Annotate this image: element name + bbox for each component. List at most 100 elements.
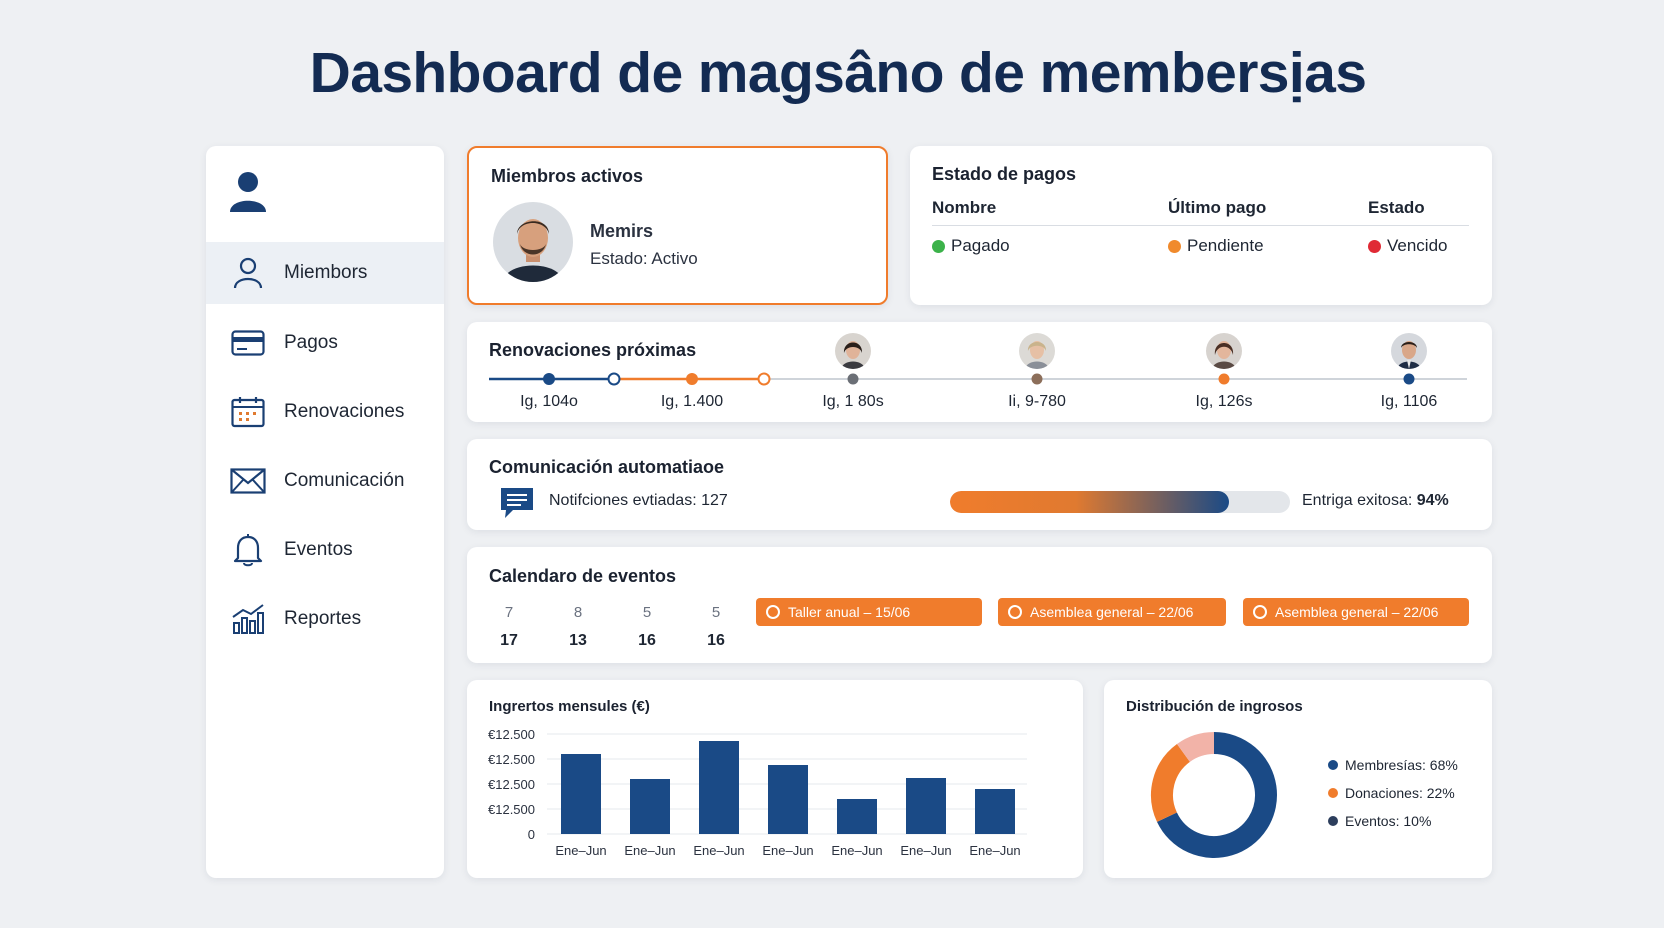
renewal-label: Ig, 1106 (1380, 393, 1438, 410)
sidebar-item-label: Miembors (284, 262, 368, 283)
delivery-progress-bar (950, 491, 1290, 513)
renewals-card: Renovaciones próximas Ig, 104o Ig, 1.400… (467, 322, 1492, 422)
communication-title: Comunicación automatiaoe (489, 457, 725, 477)
sidebar-item-miembros[interactable]: Miembors (206, 242, 444, 304)
x-tick-label: Ene–Jun (555, 843, 606, 858)
timeline-dot (1403, 373, 1415, 385)
income-chart-title: Ingrertos mensules (€) (489, 698, 650, 715)
renewal-label: Ig, 126s (1195, 393, 1253, 410)
payment-status-title: Estado de pagos (932, 164, 1077, 184)
calendar-date[interactable]: 17 (500, 632, 518, 649)
timeline-dot (757, 372, 771, 386)
sidebar-item-comunicacion[interactable]: Comunicación (206, 450, 444, 512)
progress-fill (950, 491, 1229, 513)
legend-item: Membresías: 68% (1328, 757, 1458, 773)
avatar[interactable] (1019, 333, 1055, 369)
envelope-icon (230, 463, 266, 499)
legend-label: Membresías: 68% (1345, 757, 1458, 773)
status-badge-paid: Pagado (932, 236, 1010, 256)
calendar-title: Calendaro de eventos (489, 566, 677, 586)
bar (975, 789, 1015, 834)
active-members-card: Miembros activos Memirs Estado: Activo (467, 146, 888, 305)
bar (837, 799, 877, 834)
y-tick-label: €12.500 (488, 802, 535, 817)
renewals-timeline (489, 372, 1467, 386)
calendar-date[interactable]: 16 (638, 632, 656, 649)
sidebar-item-label: Comunicación (284, 470, 405, 491)
avatar[interactable] (1391, 333, 1427, 369)
timeline-dot (1218, 373, 1230, 385)
event-pill[interactable]: Asemblea general – 22/06 (998, 598, 1226, 626)
clock-icon (1253, 605, 1267, 619)
sidebar-item-label: Reportes (284, 608, 362, 629)
sidebar-item-pagos[interactable]: Pagos (206, 312, 444, 374)
member-name: Memirs (590, 221, 654, 241)
avatar[interactable] (1206, 333, 1242, 369)
status-dot-icon (1368, 239, 1381, 253)
column-header-ultimo-pago: Último pago (1168, 198, 1267, 217)
bar (906, 778, 946, 834)
clock-icon (766, 605, 780, 619)
event-label: Asemblea general – 22/06 (1275, 604, 1439, 620)
bar-chart-icon (230, 601, 266, 637)
status-badge-pending: Pendiente (1168, 236, 1264, 256)
bar (699, 741, 739, 834)
renewal-label: Ig, 104o (520, 393, 578, 410)
avatar[interactable] (493, 202, 573, 282)
renewal-label: Ii, 9-780 (1008, 393, 1066, 410)
income-donut-chart (1151, 732, 1277, 858)
donut-slice (1157, 732, 1277, 858)
delivery-success: Entriga exitosa: 94% (1302, 492, 1449, 510)
timeline-dot (847, 373, 859, 385)
legend-label: Donaciones: 22% (1345, 785, 1455, 801)
calendar-weekday: 8 (573, 604, 583, 621)
x-tick-label: Ene–Jun (831, 843, 882, 858)
calendar-date[interactable]: 16 (707, 632, 725, 649)
status-label: Vencido (1387, 236, 1448, 255)
legend-dot-icon (1328, 760, 1338, 770)
income-distribution-card: Distribución de ingrosos Membresías: 68%… (1104, 680, 1492, 878)
avatar[interactable] (835, 333, 871, 369)
payment-status-card: Estado de pagos Nombre Último pago Estad… (910, 146, 1492, 305)
status-dot-icon (1168, 239, 1181, 253)
event-label: Asemblea general – 22/06 (1030, 604, 1194, 620)
sidebar-item-reportes[interactable]: Reportes (206, 588, 444, 650)
divider (932, 225, 1469, 226)
event-label: Taller anual – 15/06 (788, 604, 911, 620)
legend-dot-icon (1328, 816, 1338, 826)
calendar-weekday: 5 (711, 604, 721, 621)
active-members-title: Miembros activos (491, 166, 644, 186)
y-tick-label: 0 (528, 827, 535, 842)
status-badge-overdue: Vencido (1368, 236, 1448, 256)
event-pill[interactable]: Asemblea general – 22/06 (1243, 598, 1469, 626)
bar (768, 765, 808, 834)
legend-item: Donaciones: 22% (1328, 785, 1455, 801)
calendar-date[interactable]: 13 (569, 632, 587, 649)
distribution-title: Distribución de ingrosos (1126, 698, 1303, 715)
y-tick-label: €12.500 (488, 752, 535, 767)
x-tick-label: Ene–Jun (900, 843, 951, 858)
sidebar-item-label: Pagos (284, 332, 338, 353)
column-header-estado: Estado (1368, 198, 1425, 217)
x-tick-label: Ene–Jun (693, 843, 744, 858)
monthly-income-card: Ingrertos mensules (€) €12.500 €12.500 €12… (467, 680, 1083, 878)
profile-icon[interactable] (228, 170, 268, 214)
sidebar-item-eventos[interactable]: Eventos (206, 519, 444, 581)
legend-dot-icon (1328, 788, 1338, 798)
delivery-success-label: Entriga exitosa: (1302, 492, 1413, 509)
sidebar-item-label: Renovaciones (284, 401, 405, 422)
status-label: Pendiente (1187, 236, 1264, 255)
bar (561, 754, 601, 834)
credit-card-icon (230, 325, 266, 361)
communication-card: Comunicación automatiaoe Notifciones evt… (467, 439, 1492, 530)
legend-label: Eventos: 10% (1345, 813, 1432, 829)
timeline-dot (607, 372, 621, 386)
donut-slice (1151, 744, 1191, 822)
event-pill[interactable]: Taller anual – 15/06 (756, 598, 982, 626)
sidebar-item-renovaciones[interactable]: Renovaciones (206, 381, 444, 443)
income-bar-chart: €12.500 €12.500 €12.500 €12.500 0 Ene–Jun Ene–… (488, 727, 1027, 858)
calendar-weekday: 7 (504, 604, 514, 621)
renewal-label: Ig, 1.400 (660, 393, 724, 410)
calendar-icon (230, 394, 266, 430)
sidebar: Miembors Pagos Renovaciones Comunicación… (206, 146, 444, 878)
